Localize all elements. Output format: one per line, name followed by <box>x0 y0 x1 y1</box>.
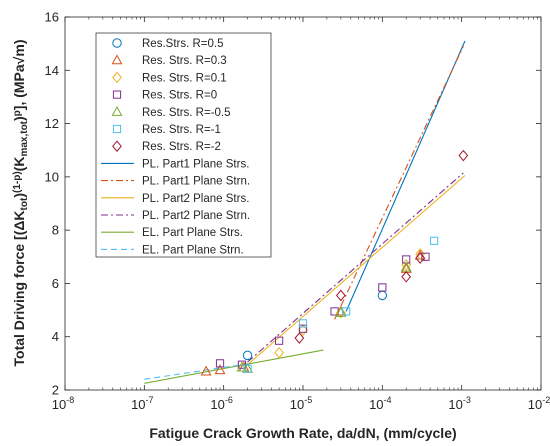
data-point-s2-1 <box>298 324 308 336</box>
x-tick-label-0: 10-8 <box>52 395 74 412</box>
legend-label-12: EL. Part Plane Strn. <box>142 244 244 256</box>
legend-label-7: PL. Part1 Plane Strs. <box>142 158 249 170</box>
data-point-s3-5 <box>378 283 387 292</box>
series-line-8 <box>334 46 464 320</box>
legend-label-1: Res. Strs. R=0.3 <box>142 55 227 67</box>
data-point-s3-7 <box>421 252 430 261</box>
y-tick-label-7: 16 <box>45 10 59 25</box>
data-point-s2-0 <box>274 346 284 359</box>
series-lines <box>144 40 466 384</box>
data-point-s6-1 <box>335 289 346 302</box>
y-tick-label-5: 12 <box>45 116 59 131</box>
legend-marker-2 <box>112 71 122 84</box>
y-tick-label-0: 2 <box>52 383 59 398</box>
x-tick-label-2: 10-6 <box>210 395 232 412</box>
data-point-s1-0 <box>200 365 212 376</box>
data-point-s0-0 <box>242 350 253 361</box>
data-point-s6-2 <box>401 270 412 283</box>
data-point-s5-0 <box>243 364 252 373</box>
series-markers <box>200 149 469 376</box>
x-axis-title: Fatigue Crack Growth Rate, da/dN, (mm/cy… <box>149 425 456 441</box>
data-point-s5-1 <box>298 319 308 328</box>
data-point-s3-4 <box>330 307 339 316</box>
legend-label-2: Res. Strs. R=0.1 <box>142 72 227 84</box>
data-point-s4-2 <box>335 306 347 317</box>
data-point-s1-1 <box>214 364 226 375</box>
legend-label-9: PL. Part2 Plane Strs. <box>142 193 249 205</box>
y-tick-label-3: 8 <box>52 223 59 238</box>
y-tick-label-6: 14 <box>45 63 59 78</box>
data-point-s3-3 <box>298 324 308 333</box>
legend-marker-1 <box>111 54 123 65</box>
data-point-s5-2 <box>342 307 351 316</box>
legend-box <box>95 32 272 258</box>
legend-marker-5 <box>112 124 122 134</box>
series-line-9 <box>247 175 466 366</box>
legend-label-4: Res. Strs. R=-0.5 <box>142 107 231 119</box>
x-tick-label-4: 10-4 <box>369 395 391 412</box>
series-line-11 <box>144 349 324 384</box>
series-line-12 <box>144 362 251 380</box>
x-tick-label-3: 10-5 <box>290 395 312 412</box>
data-point-s3-0 <box>215 359 225 368</box>
legend-marker-6 <box>112 140 122 152</box>
data-point-s3-2 <box>275 336 284 345</box>
y-axis: 2 4 6 8 10 12 14 16 <box>45 10 541 398</box>
legend-label-5: Res. Strs. R=-1 <box>142 124 221 136</box>
legend-marker-0 <box>112 38 122 48</box>
y-tick-label-4: 10 <box>45 169 59 184</box>
data-point-s6-4 <box>458 149 469 162</box>
series-line-10 <box>247 172 464 363</box>
x-axis: 10-8 10-7 10-6 10-5 10-4 10-3 10-2 <box>52 17 550 412</box>
x-tick-label-6: 10-2 <box>528 395 550 412</box>
x-tick-label-5: 10-3 <box>448 395 470 412</box>
legend-label-11: EL. Part Plane Strs. <box>142 227 243 239</box>
x-tick-label-1: 10-7 <box>131 395 153 412</box>
y-tick-label-1: 4 <box>52 329 59 344</box>
legend-marker-4 <box>111 105 123 116</box>
legend-label-3: Res. Strs. R=0 <box>142 90 217 102</box>
legend: Res.Strs. R=0.5 Res. Strs. R=0.3 Res. Strs… <box>95 32 272 258</box>
legend-marker-3 <box>112 90 122 99</box>
legend-label-8: PL. Part1 Plane Strn. <box>142 176 250 188</box>
data-point-s6-0 <box>294 332 305 344</box>
data-point-s2-4 <box>415 248 426 260</box>
y-tick-label-2: 6 <box>52 276 59 291</box>
legend-label-6: Res. Strs. R=-2 <box>142 141 221 153</box>
legend-label-10: PL. Part2 Plane Strn. <box>142 210 250 222</box>
data-point-s6-3 <box>415 252 426 264</box>
data-point-s5-3 <box>430 236 439 245</box>
y-axis-title: Total Driving force [(ΔKtot)(1-p)(Kmax,t… <box>11 40 30 367</box>
legend-label-0: Res.Strs. R=0.5 <box>142 38 224 50</box>
